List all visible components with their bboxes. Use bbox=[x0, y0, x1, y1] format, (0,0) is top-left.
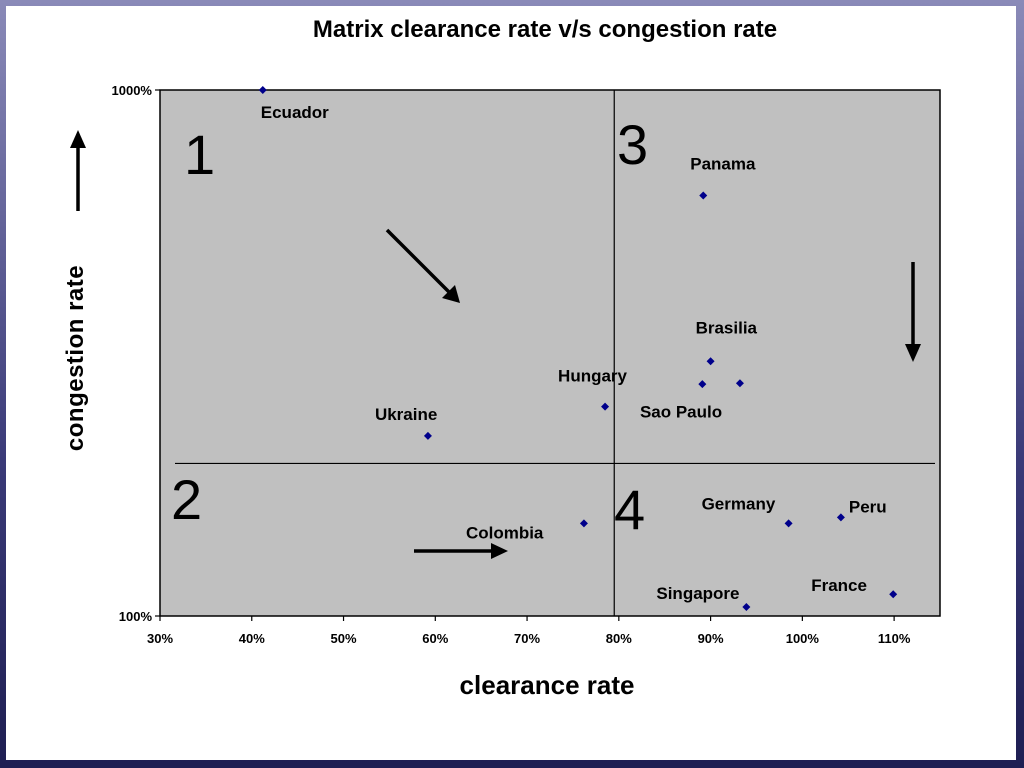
x-tick-label: 110% bbox=[878, 631, 911, 646]
x-tick-label: 60% bbox=[422, 631, 448, 646]
data-point-marker bbox=[579, 519, 588, 528]
data-points: Ecuador Panama Brasilia Hungary Sao Paulo Ukr… bbox=[258, 86, 898, 612]
x-tick-label: 70% bbox=[514, 631, 540, 646]
data-point-marker bbox=[735, 379, 744, 388]
data-point-label: Brasilia bbox=[696, 318, 758, 337]
slide: Matrix clearance rate v/s congestion rat… bbox=[6, 6, 1016, 760]
y-tick-label: 100% bbox=[119, 609, 153, 624]
data-point-marker bbox=[698, 380, 707, 389]
data-point-label: Ecuador bbox=[261, 103, 329, 122]
quadrant-label-1: 1 bbox=[184, 123, 215, 186]
data-point-label: Colombia bbox=[466, 523, 544, 542]
data-point-label: Hungary bbox=[558, 367, 628, 386]
data-point-marker bbox=[699, 191, 708, 200]
arrow-diagonal-icon bbox=[385, 228, 460, 303]
x-tick-label: 90% bbox=[698, 631, 724, 646]
y-axis: 100% 1000% bbox=[112, 83, 160, 624]
data-point-marker bbox=[889, 590, 898, 599]
plot-area bbox=[159, 89, 941, 617]
x-tick-label: 50% bbox=[331, 631, 357, 646]
data-point-label: Singapore bbox=[656, 584, 739, 603]
data-point-marker bbox=[601, 402, 610, 411]
quadrant-label-3: 3 bbox=[617, 113, 648, 176]
data-point-label: Germany bbox=[702, 494, 776, 513]
data-point-marker bbox=[706, 357, 715, 366]
quadrant-label-4: 4 bbox=[614, 478, 645, 541]
arrow-right-icon bbox=[414, 543, 508, 559]
data-point-marker bbox=[258, 86, 267, 94]
data-point-marker bbox=[423, 431, 432, 440]
y-tick-label: 1000% bbox=[112, 83, 153, 98]
data-point-label: Panama bbox=[690, 155, 756, 174]
x-axis-label: clearance rate bbox=[460, 670, 635, 700]
scatter-chart: Matrix clearance rate v/s congestion rat… bbox=[62, 16, 941, 700]
data-point-label: Ukraine bbox=[375, 405, 437, 424]
quadrant-label-2: 2 bbox=[171, 468, 202, 531]
data-point-label: France bbox=[811, 576, 867, 595]
x-axis: 30% 40% 50% 60% 70% 80% 90% 100% 110% bbox=[147, 616, 911, 646]
data-point-marker bbox=[742, 603, 751, 612]
data-point-marker bbox=[836, 513, 845, 522]
data-point-label: Peru bbox=[849, 497, 887, 516]
arrow-down-icon bbox=[905, 262, 921, 362]
arrow-up-icon bbox=[70, 130, 86, 211]
y-axis-label: congestion rate bbox=[62, 265, 89, 451]
x-tick-label: 100% bbox=[786, 631, 820, 646]
x-tick-label: 80% bbox=[606, 631, 632, 646]
chart-title: Matrix clearance rate v/s congestion rat… bbox=[313, 16, 777, 43]
data-point-label: Sao Paulo bbox=[640, 402, 722, 421]
x-tick-label: 30% bbox=[147, 631, 173, 646]
x-tick-label: 40% bbox=[239, 631, 265, 646]
data-point-marker bbox=[784, 519, 793, 528]
